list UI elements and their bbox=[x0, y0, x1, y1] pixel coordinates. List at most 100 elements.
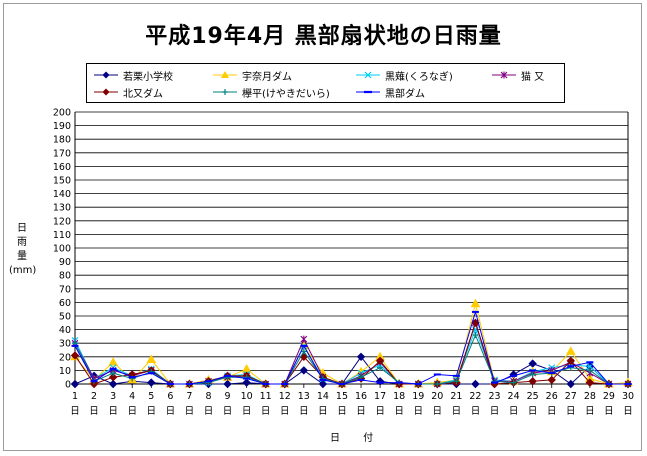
x-tick-suffix: 日 bbox=[509, 406, 519, 417]
series-point bbox=[472, 332, 479, 339]
x-tick-suffix: 日 bbox=[433, 406, 443, 417]
legend-label: 宇奈月ダム bbox=[242, 72, 292, 83]
y-axis-label: 日 雨 量 (mm) bbox=[9, 222, 37, 278]
legend-swatch-marker bbox=[500, 71, 508, 79]
x-tick-label: 2 bbox=[91, 391, 97, 402]
x-tick-label: 28 bbox=[584, 391, 596, 402]
x-tick-suffix: 日 bbox=[242, 406, 252, 417]
series-point bbox=[565, 346, 576, 355]
x-tick-suffix: 日 bbox=[394, 406, 404, 417]
legend-swatch-marker bbox=[102, 71, 110, 79]
series-point bbox=[146, 354, 157, 364]
y-tick-label: 180 bbox=[53, 135, 71, 146]
series-point bbox=[110, 370, 117, 377]
y-tick-label: 150 bbox=[53, 176, 71, 187]
x-tick-label: 1 bbox=[72, 391, 78, 402]
y-axis-label-char-3: 量 bbox=[17, 251, 27, 262]
series-point bbox=[242, 378, 251, 387]
x-tick-suffix: 日 bbox=[318, 406, 328, 417]
series-point bbox=[470, 298, 481, 308]
x-axis-label: 日 付 bbox=[330, 433, 384, 444]
series-point bbox=[586, 367, 593, 374]
series-point bbox=[510, 379, 517, 386]
chart-legend: 若栗小学校 宇奈月ダム 黒薙(くろなぎ) 猫 又北又ダム 欅平(けやきだいら) 黒部ダム bbox=[86, 63, 565, 103]
x-tick-suffix: 日 bbox=[471, 406, 481, 417]
x-tick-label: 23 bbox=[488, 391, 500, 402]
series-point bbox=[566, 356, 576, 366]
x-tick-label: 22 bbox=[469, 391, 481, 402]
x-tick-suffix: 日 bbox=[166, 406, 176, 417]
y-axis-label-unit: (mm) bbox=[9, 265, 37, 276]
y-tick-label: 60 bbox=[59, 298, 71, 309]
series-point bbox=[528, 359, 537, 368]
y-tick-label: 170 bbox=[53, 148, 71, 159]
x-tick-suffix: 日 bbox=[452, 406, 462, 417]
x-tick-suffix: 日 bbox=[108, 406, 118, 417]
x-tick-label: 4 bbox=[129, 391, 135, 402]
x-tick-suffix: 日 bbox=[70, 406, 80, 417]
x-tick-label: 20 bbox=[431, 391, 443, 402]
x-tick-label: 29 bbox=[603, 391, 615, 402]
series-point bbox=[529, 371, 536, 378]
y-tick-label: 110 bbox=[53, 230, 71, 241]
x-tick-suffix: 日 bbox=[413, 406, 423, 417]
x-tick-suffix: 日 bbox=[280, 406, 290, 417]
y-tick-label: 30 bbox=[59, 339, 71, 350]
x-tick-label: 9 bbox=[225, 391, 231, 402]
y-tick-label: 10 bbox=[59, 366, 71, 377]
series-point bbox=[377, 364, 384, 371]
y-tick-label: 0 bbox=[65, 380, 71, 391]
x-tick-label: 17 bbox=[374, 391, 386, 402]
series-point bbox=[375, 356, 385, 366]
legend-swatch-marker bbox=[102, 88, 110, 96]
series-point bbox=[434, 381, 441, 387]
x-tick-suffix: 日 bbox=[147, 406, 157, 417]
series-point bbox=[453, 378, 460, 385]
y-axis-label-char-1: 日 bbox=[17, 223, 27, 234]
x-tick-label: 8 bbox=[205, 391, 211, 402]
x-tick-suffix: 日 bbox=[604, 406, 614, 417]
legend-swatch-marker bbox=[221, 71, 229, 78]
legend-swatch bbox=[94, 88, 118, 96]
series-point bbox=[108, 379, 118, 389]
x-tick-label: 16 bbox=[355, 391, 367, 402]
series-point bbox=[547, 375, 556, 385]
x-tick-suffix: 日 bbox=[490, 406, 500, 417]
series-point bbox=[300, 335, 308, 343]
legend-label: 北又ダム bbox=[123, 89, 163, 100]
x-tick-suffix: 日 bbox=[204, 406, 214, 417]
legend-swatch bbox=[213, 71, 237, 78]
series-point bbox=[299, 366, 309, 375]
x-tick-label: 11 bbox=[260, 391, 272, 402]
series-point bbox=[528, 377, 537, 386]
legend-label: 黒部ダム bbox=[385, 89, 425, 100]
x-tick-label: 14 bbox=[317, 391, 329, 402]
y-tick-label: 160 bbox=[53, 162, 71, 173]
x-tick-suffix: 日 bbox=[566, 406, 576, 417]
x-tick-suffix: 日 bbox=[127, 406, 137, 417]
x-tick-suffix: 日 bbox=[547, 406, 557, 417]
series-point bbox=[471, 379, 480, 389]
y-tick-label: 200 bbox=[53, 108, 71, 119]
chart-frame bbox=[3, 3, 642, 451]
x-tick-label: 18 bbox=[393, 391, 405, 402]
y-tick-label: 50 bbox=[59, 312, 71, 323]
x-tick-label: 15 bbox=[336, 391, 348, 402]
x-tick-suffix: 日 bbox=[623, 406, 633, 417]
legend-label: 猫 又 bbox=[521, 72, 545, 83]
x-tick-label: 30 bbox=[622, 391, 634, 402]
x-tick-suffix: 日 bbox=[528, 406, 538, 417]
legend-swatch bbox=[94, 71, 118, 79]
x-tick-suffix: 日 bbox=[89, 406, 99, 417]
chart-title: 平成19年4月 黒部扇状地の日雨量 bbox=[145, 24, 502, 49]
y-tick-label: 100 bbox=[53, 244, 71, 255]
series-point bbox=[70, 379, 80, 389]
x-tick-label: 6 bbox=[167, 391, 173, 402]
x-tick-label: 3 bbox=[110, 391, 116, 402]
x-tick-suffix: 日 bbox=[299, 406, 309, 417]
x-tick-suffix: 日 bbox=[185, 406, 195, 417]
y-axis-label-char-2: 雨 bbox=[17, 237, 27, 248]
y-tick-label: 140 bbox=[53, 189, 71, 200]
x-tick-suffix: 日 bbox=[585, 406, 595, 417]
